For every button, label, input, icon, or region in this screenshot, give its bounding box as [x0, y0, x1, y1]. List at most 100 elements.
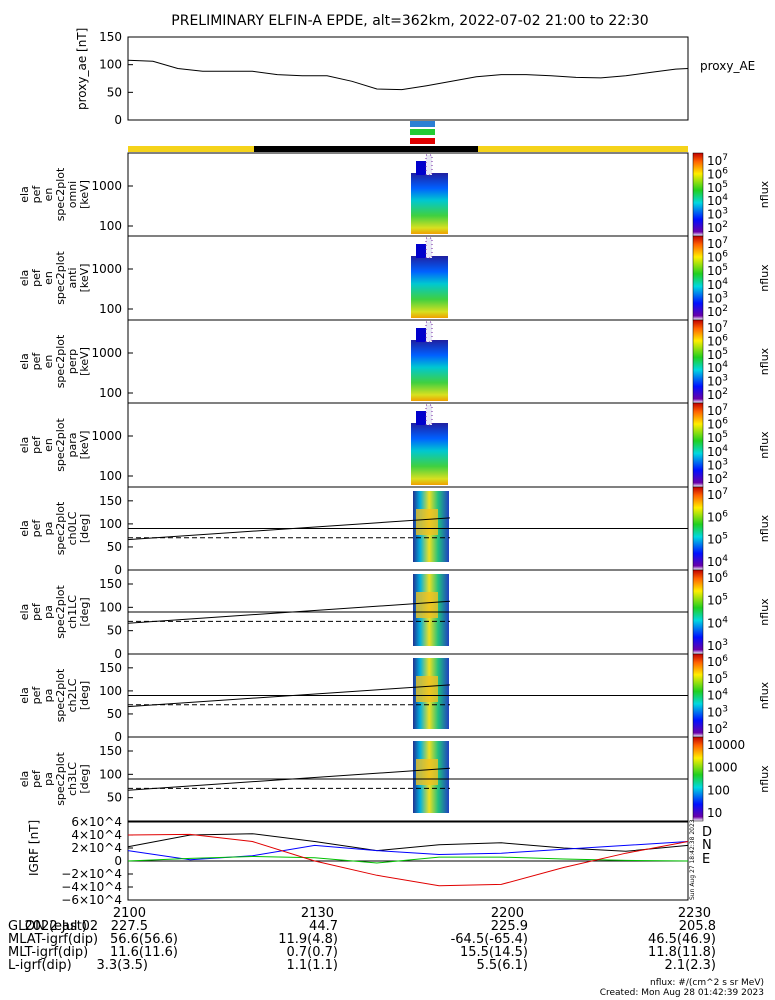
panel-ylabel-line: ela: [18, 353, 31, 370]
panel-ylabel-line: spec2plot: [54, 167, 67, 221]
plot-title: PRELIMINARY ELFIN-A EPDE, alt=362km, 202…: [171, 13, 648, 29]
ytick-0: 0: [114, 647, 122, 661]
footer-glon-3: 205.8: [678, 919, 716, 934]
colorbar-tick: 100: [707, 783, 730, 797]
panel-ylabel-line: spec2plot: [54, 585, 67, 639]
spectrogram-patch: [416, 328, 426, 342]
panel-ylabel-line: pef: [30, 519, 43, 538]
proxy-ae-legend: proxy_AE: [700, 59, 755, 73]
footer-ephemeris: 2022 Jul 02 2100 2130 2200 2230 GLON (ea…: [8, 907, 768, 998]
igrf-ytick: 6×10^4: [71, 815, 122, 829]
ytick-1000: 1000: [91, 179, 122, 193]
panel-ylabel-line: en: [42, 438, 55, 452]
footer-mlat-2: -64.5(-65.4): [450, 932, 528, 947]
colorbar-tick: 106: [707, 509, 728, 524]
colorbar-tick: 103: [707, 704, 728, 719]
igrf-e-line: [127, 855, 689, 864]
spectrogram-patch: [416, 161, 426, 175]
colorbar-strip: [692, 402, 704, 488]
ytick-1000: 1000: [91, 346, 122, 360]
igrf-side-timestamp: Sun Aug 27 18:42:38 2023: [689, 819, 696, 900]
panel-ylabel-line: spec2plot: [54, 418, 67, 472]
proxy-ae-ytick-50: 50: [107, 85, 122, 99]
panel-ylabel-line: pef: [30, 352, 43, 371]
panel-ylabel-line: pa: [42, 689, 55, 703]
colorbar-strip: [692, 653, 704, 738]
ytick-50: 50: [107, 791, 122, 805]
colorbar-strip: [692, 152, 704, 237]
pitch-angle-core: [416, 592, 438, 618]
panel-ela_pef_en_spec2plot_perp: ela pef en spec2plot perp [keV] 10001001071061…: [18, 319, 771, 404]
colorbar-tick: 105: [707, 593, 728, 608]
panel-ylabel-line: pef: [30, 435, 43, 454]
panel-ylabel-ela_pef_pa_spec2plot_ch1LC: ela pef pa spec2plot ch1LC [deg]: [18, 585, 91, 639]
ytick-1000: 1000: [91, 262, 122, 276]
footer-glon-1: 44.7: [309, 919, 338, 934]
colorbar-tick: 104: [707, 615, 728, 630]
panel-ylabel-line: en: [42, 355, 55, 369]
colorbar-tick: 104: [707, 688, 728, 703]
panel-ylabel-line: ela: [18, 437, 31, 454]
igrf-ytick: −4×10^4: [61, 880, 122, 894]
panel-ylabel-line: ch1LC: [66, 595, 79, 629]
colorbar-tick: 102: [707, 721, 728, 736]
footer-l-1: 1.1(1.1): [286, 958, 339, 973]
igrf-ylabel: IGRF [nT]: [27, 820, 41, 876]
ytick-150: 150: [99, 494, 122, 508]
panel-ylabel-ela_pef_en_spec2plot_anti: ela pef en spec2plot anti [keV]: [18, 251, 91, 305]
colorbar-label: nflux: [758, 681, 771, 709]
igrf-series: [127, 833, 689, 887]
panel-ylabel-line: spec2plot: [54, 752, 67, 806]
panel-ylabel-line: spec2plot: [54, 501, 67, 555]
footer-glon-0: 227.5: [110, 919, 148, 934]
spectrogram-patch: [416, 411, 426, 425]
panel-ylabel-line: spec2plot: [54, 251, 67, 305]
footer-l-0: 3.3(3.5): [96, 958, 149, 973]
panel-ylabel-line: en: [42, 188, 55, 202]
footer-mlt-3: 11.8(11.8): [647, 945, 716, 960]
footer-mlat-1: 11.9(4.8): [278, 932, 338, 947]
ytick-150: 150: [99, 744, 122, 758]
spectrogram-panels: ela pef en spec2plot omni [keV] 10001001071061…: [18, 152, 771, 822]
colorbar-label: nflux: [758, 264, 771, 292]
panel-frame: [127, 402, 689, 488]
pitch-angle-core: [416, 759, 438, 785]
igrf-legend-e: E: [702, 852, 710, 867]
pitch-angle-core: [416, 676, 438, 702]
footer-mlt-1: 0.7(0.7): [286, 945, 339, 960]
panel-ylabel-line: pa: [42, 605, 55, 619]
proxy-ae-line: [127, 59, 689, 91]
panel-ylabel-line: spec2plot: [54, 668, 67, 722]
colorbar-tick: 104: [707, 554, 728, 569]
footer-l-2: 5.5(6.1): [476, 958, 529, 973]
panel-ylabel-line: ch0LC: [66, 511, 79, 545]
science-zone-marker-red: [410, 138, 435, 144]
ytick-150: 150: [99, 661, 122, 675]
panel-ylabel-line: [keV]: [78, 431, 91, 460]
ytick-100: 100: [99, 302, 122, 316]
igrf-yticks: 6×10^44×10^42×10^40−2×10^4−4×10^4−6×10^4: [61, 815, 133, 907]
colorbar-ela_pef_pa_spec2plot_ch3LC: 10000 1000 100 10 nflux: [692, 736, 771, 822]
panel-ylabel-line: para: [66, 433, 79, 458]
panel-ylabel-line: [deg]: [78, 597, 91, 626]
footer-l-3: 2.1(2.3): [664, 958, 717, 973]
ytick-100: 100: [99, 219, 122, 233]
igrf-ytick: −2×10^4: [61, 867, 122, 881]
created-timestamp: Created: Mon Aug 28 01:42:39 2023: [599, 988, 764, 998]
panel-ylabel-line: [deg]: [78, 764, 91, 793]
footer-label-mlat: MLAT-igrf(dip): [8, 932, 99, 947]
igrf-panel: 6×10^44×10^42×10^40−2×10^4−4×10^4−6×10^4…: [27, 815, 712, 907]
panel-ylabel-line: ela: [18, 687, 31, 704]
panel-ylabel-line: ela: [18, 520, 31, 537]
panel-ylabel-line: pa: [42, 772, 55, 786]
panel-ela_pef_en_spec2plot_para: ela pef en spec2plot para [keV] 10001001071061…: [18, 402, 771, 488]
colorbar-tick: 102: [707, 471, 728, 486]
colorbar-tick: 103: [707, 638, 728, 653]
panel-ylabel-line: spec2plot: [54, 334, 67, 388]
panel-ylabel-line: [deg]: [78, 514, 91, 543]
colorbar-tick: 1000: [707, 761, 738, 775]
panel-ela_pef_pa_spec2plot_ch3LC: ela pef pa spec2plot ch3LC [deg] 150 100 50 10000…: [18, 736, 771, 822]
panel-ylabel-line: perp: [66, 349, 79, 374]
